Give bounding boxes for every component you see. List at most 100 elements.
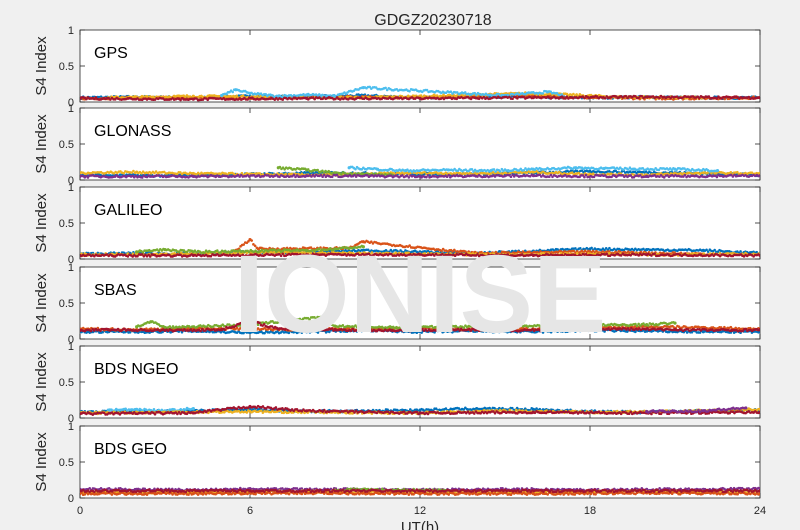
data-point	[547, 175, 551, 179]
data-point	[447, 173, 451, 177]
data-point	[570, 171, 574, 174]
data-point	[509, 175, 513, 179]
data-point	[624, 94, 628, 98]
y-tick-label: 1	[68, 103, 74, 115]
data-point	[707, 95, 711, 98]
data-point	[238, 248, 241, 252]
y-tick-label: 0	[68, 175, 74, 187]
data-point	[281, 166, 285, 170]
data-point	[339, 172, 343, 176]
panel-data	[80, 85, 760, 102]
data-point	[195, 97, 198, 100]
y-axis-label: S4 Index	[33, 36, 50, 96]
series-3	[220, 85, 564, 99]
data-point	[240, 171, 244, 175]
data-point	[718, 251, 722, 255]
data-point	[541, 92, 545, 95]
data-point	[407, 176, 411, 179]
data-point	[758, 96, 760, 100]
data-point	[640, 94, 644, 98]
data-point	[209, 254, 213, 258]
data-point	[140, 253, 144, 256]
data-point	[154, 170, 158, 173]
data-point	[715, 97, 719, 100]
data-point	[758, 174, 760, 178]
data-point	[560, 95, 564, 98]
data-point	[605, 95, 609, 98]
data-point	[408, 244, 411, 247]
data-point	[360, 168, 364, 171]
data-point	[384, 86, 387, 90]
series-4	[80, 94, 760, 102]
data-point	[279, 254, 283, 258]
data-point	[140, 176, 144, 179]
data-point	[449, 90, 453, 93]
data-point	[581, 174, 585, 177]
data-point	[715, 169, 720, 173]
data-point	[126, 255, 130, 258]
data-point	[657, 168, 661, 172]
data-point	[179, 253, 182, 257]
data-point	[425, 88, 429, 92]
data-point	[253, 244, 257, 248]
panel-data	[80, 237, 760, 258]
data-point	[405, 174, 409, 177]
data-point	[278, 165, 282, 169]
data-point	[228, 251, 232, 254]
data-point	[231, 90, 234, 94]
data-point	[423, 252, 427, 255]
data-point	[335, 173, 339, 177]
data-point	[309, 246, 313, 249]
data-point	[317, 93, 321, 96]
data-point	[592, 175, 596, 179]
data-point	[179, 98, 182, 102]
data-point	[310, 175, 313, 178]
data-point	[141, 251, 145, 254]
data-point	[136, 254, 139, 258]
data-point	[140, 171, 143, 175]
data-point	[500, 167, 504, 171]
data-point	[644, 170, 648, 173]
data-point	[316, 168, 319, 172]
data-point	[470, 168, 474, 171]
data-point	[353, 173, 356, 177]
data-point	[638, 174, 642, 177]
data-point	[662, 176, 666, 179]
data-point	[698, 96, 701, 100]
data-point	[595, 95, 599, 98]
series-3	[135, 244, 365, 255]
panel-label: GPS	[94, 45, 128, 62]
data-point	[145, 175, 149, 179]
y-tick-label: 0.5	[59, 139, 74, 151]
data-point	[715, 175, 719, 179]
data-point	[565, 95, 569, 98]
data-point	[658, 96, 661, 100]
y-tick-label: 1	[68, 182, 74, 194]
data-point	[456, 169, 460, 173]
data-point	[583, 96, 586, 100]
data-point	[549, 173, 553, 177]
data-point	[425, 175, 428, 179]
data-point	[511, 173, 514, 177]
data-point	[498, 170, 502, 173]
y-tick-label: 0	[68, 254, 74, 266]
data-point	[578, 246, 582, 250]
panel-data	[80, 165, 760, 179]
data-point	[321, 175, 324, 179]
series-3	[347, 165, 720, 173]
data-point	[494, 170, 497, 173]
data-point	[683, 173, 687, 177]
data-point	[713, 248, 716, 252]
data-point	[313, 97, 316, 101]
data-point	[273, 248, 277, 252]
data-point	[247, 250, 251, 254]
data-point	[264, 92, 268, 96]
data-point	[162, 170, 166, 174]
data-point	[731, 175, 735, 178]
data-point	[652, 168, 656, 172]
data-point	[246, 98, 249, 101]
data-point	[574, 247, 577, 250]
series-4	[80, 173, 760, 179]
data-point	[511, 97, 514, 101]
